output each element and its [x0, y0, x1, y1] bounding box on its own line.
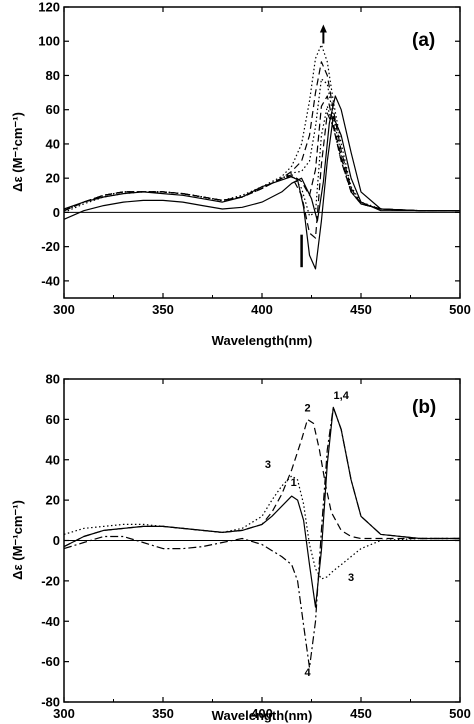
- series-line-4: [63, 406, 460, 669]
- curve-label: 3: [265, 459, 271, 471]
- y-tick-label: -20: [41, 573, 60, 588]
- series-layer: [63, 406, 460, 669]
- series-line-8: [63, 112, 460, 239]
- y-tick-label: -40: [41, 273, 60, 288]
- x-axis-title: Wavelength(nm): [212, 333, 313, 348]
- y-tick-label: 0: [53, 533, 60, 548]
- y-tick-label: -60: [41, 654, 60, 669]
- x-tick-label: 500: [449, 706, 471, 721]
- panel-b: (b) Wavelength(nm) Δε (M⁻¹cm⁻¹) 1 1,4 2 3 3 4…: [10, 372, 471, 724]
- ticks-layer: 1 1,4 2 3 3 4 300 350 400 450 500 -80 -60 -40 -20 0 20 40…: [41, 372, 471, 722]
- y-tick-label: 20: [46, 171, 60, 186]
- x-tick-label: 450: [350, 302, 372, 317]
- x-tick-label: 300: [53, 706, 75, 721]
- y-tick-label: 40: [46, 136, 60, 151]
- series-line-2: [63, 116, 460, 270]
- series-line-2: [63, 418, 460, 548]
- y-tick-label: -80: [41, 695, 60, 710]
- x-tick-label: 400: [251, 302, 273, 317]
- x-tick-label: 300: [53, 302, 75, 317]
- y-tick-label: 20: [46, 493, 60, 508]
- curve-label: 4: [304, 667, 311, 679]
- y-tick-label: 0: [53, 205, 60, 220]
- curve-label: 3: [348, 572, 354, 584]
- series-line-7: [63, 105, 460, 217]
- ticks-layer: 300 350 400 450 500 -40 -20 0 20 40 60 80 100 120: [38, 0, 471, 317]
- panel-label: (a): [412, 30, 435, 51]
- series-layer: [63, 24, 460, 270]
- y-tick-label: -20: [41, 239, 60, 254]
- curve-label: 2: [304, 402, 310, 414]
- series-line-3: [63, 475, 460, 580]
- y-tick-label: 40: [46, 452, 60, 467]
- y-tick-label: 60: [46, 412, 60, 427]
- x-tick-label: 450: [350, 706, 372, 721]
- y-tick-label: -40: [41, 614, 60, 629]
- plot-frame: [63, 6, 461, 299]
- x-axis-title: Wavelength(nm): [212, 708, 313, 723]
- x-tick-label: 350: [152, 302, 174, 317]
- curve-label: 1: [291, 477, 297, 489]
- arrow-head: [319, 24, 327, 33]
- panel-a: (a) Wavelength(nm) Δε (M⁻¹cm⁻¹) 300 350 40…: [10, 0, 471, 348]
- x-tick-label: 500: [449, 302, 471, 317]
- x-tick-label: 400: [251, 706, 273, 721]
- y-tick-label: 120: [38, 0, 60, 15]
- y-tick-label: 80: [46, 68, 60, 83]
- series-line-1: [63, 95, 460, 222]
- y-axis-title: Δε (M⁻¹cm⁻¹): [10, 112, 25, 192]
- series-line-5: [63, 78, 460, 212]
- panel-label: (b): [412, 397, 436, 418]
- y-tick-label: 100: [38, 34, 60, 49]
- curve-label: 1,4: [334, 390, 350, 402]
- series-line-3: [63, 44, 460, 213]
- y-axis-title: Δε (M⁻¹cm⁻¹): [10, 500, 25, 580]
- y-tick-label: 80: [46, 372, 60, 387]
- series-line-1: [63, 406, 460, 608]
- x-tick-label: 350: [152, 706, 174, 721]
- y-tick-label: 60: [46, 102, 60, 117]
